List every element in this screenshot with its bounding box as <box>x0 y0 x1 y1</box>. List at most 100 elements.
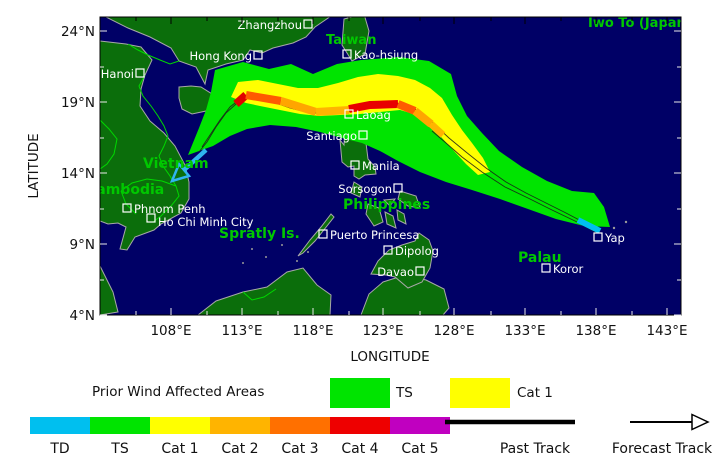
region-label-palau: Palau <box>518 250 562 266</box>
city-label: Zhangzhou <box>238 18 302 32</box>
scale-swatch-cat1 <box>150 417 210 434</box>
land-borneo <box>197 267 332 315</box>
td-segment <box>576 217 602 234</box>
city-markers: Zhangzhou Hong Kong Hanoi Kao-hsiung Lao… <box>101 18 625 279</box>
city-marker <box>344 109 354 119</box>
city-marker <box>383 245 393 255</box>
land-samar <box>397 190 421 209</box>
city-label: Sorsogon <box>338 182 392 196</box>
city-label: Koror <box>553 262 584 276</box>
y-tick-labels: 24°N 19°N 14°N 9°N 4°N <box>61 24 95 324</box>
city-kao-hsiung: Kao-hsiung <box>342 48 418 62</box>
prior-swatch-ts <box>330 378 390 408</box>
city-marker <box>593 232 603 242</box>
city-marker <box>122 203 132 213</box>
country-borders <box>100 43 277 301</box>
land-panay <box>365 203 384 227</box>
city-koror: Koror <box>541 262 584 276</box>
city-sorsogon: Sorsogon <box>338 182 403 196</box>
region-label-philippines: Philippines <box>343 197 430 213</box>
city-marker <box>350 160 360 170</box>
forecast-arrow <box>169 148 208 183</box>
city-label: Phnom Penh <box>134 202 206 216</box>
city-marker <box>303 19 313 29</box>
city-label: Ho Chi Minh City <box>158 215 254 229</box>
scale-swatch-ts <box>90 417 150 434</box>
scale-label-cat5: Cat 5 <box>401 441 438 457</box>
city-santiago: Santiago <box>306 129 368 143</box>
land-sulawesi <box>360 274 450 315</box>
region-label-cambodia: Cambodia <box>86 182 164 198</box>
city-zhangzhou: Zhangzhou <box>238 18 313 32</box>
city-label: Dipolog <box>395 244 439 258</box>
legend-track-symbols: Past Track Forecast Track <box>445 413 713 457</box>
city-hong-kong: Hong Kong <box>189 49 263 63</box>
prior-label-ts: TS <box>395 385 413 401</box>
scale-label-td: TD <box>49 441 69 457</box>
x-tick: 123°E <box>362 323 403 339</box>
city-label: Santiago <box>306 129 357 143</box>
prior-label-cat1: Cat 1 <box>517 385 553 401</box>
city-phnom-penh: Phnom Penh <box>122 202 206 216</box>
land-malay-peninsula <box>100 265 119 315</box>
map-area: Zhangzhou Hong Kong Hanoi Kao-hsiung Lao… <box>86 16 692 315</box>
city-marker <box>415 266 425 276</box>
past-track-segments <box>233 91 602 234</box>
scale-label-cat1: Cat 1 <box>161 441 198 457</box>
x-tick: 128°E <box>433 323 474 339</box>
y-tick: 14°N <box>61 166 95 182</box>
land-mindanao <box>370 232 434 289</box>
x-tick: 118°E <box>292 323 333 339</box>
region-label-iwo-to: Iwo To (Japan) <box>588 16 692 31</box>
city-davao: Davao <box>377 265 425 279</box>
scale-label-cat4: Cat 4 <box>341 441 378 457</box>
scale-swatch-cat4 <box>330 417 390 434</box>
city-marker <box>358 130 368 140</box>
scale-swatch-cat3 <box>270 417 330 434</box>
scale-swatch-cat2 <box>210 417 270 434</box>
prior-areas-title: Prior Wind Affected Areas <box>92 384 264 400</box>
y-tick: 19°N <box>61 95 95 111</box>
x-tick: 113°E <box>221 323 262 339</box>
y-tick: 4°N <box>70 308 95 324</box>
city-marker <box>318 229 328 239</box>
land-mindoro <box>350 181 363 198</box>
y-axis-title: LATITUDE <box>26 133 42 198</box>
scale-label-ts: TS <box>110 441 129 457</box>
x-tick: 108°E <box>150 323 191 339</box>
region-label-spratly: Spratly Is. <box>219 226 300 242</box>
swath-cat1 <box>231 74 490 175</box>
land-palawan <box>297 213 335 257</box>
city-label: Yap <box>604 231 625 245</box>
city-marker <box>146 213 156 223</box>
city-label: Manila <box>362 159 400 173</box>
city-hanoi: Hanoi <box>101 67 145 81</box>
island-specks <box>242 220 628 264</box>
landmasses <box>100 17 450 315</box>
region-label-taiwan: Taiwan <box>326 33 376 48</box>
city-laoag: Laoag <box>344 108 391 122</box>
region-label-vietnam: Vietnam <box>143 156 209 172</box>
land-china <box>104 17 331 86</box>
city-label: Laoag <box>356 108 391 122</box>
past-track-label: Past Track <box>500 441 571 457</box>
city-puerto-princesa: Puerto Princesa <box>318 228 419 242</box>
scale-label-cat2: Cat 2 <box>221 441 258 457</box>
map-frame <box>99 16 682 316</box>
scale-label-cat3: Cat 3 <box>281 441 318 457</box>
city-dipolog: Dipolog <box>383 244 439 258</box>
y-tick: 24°N <box>61 24 95 40</box>
city-marker <box>342 49 352 59</box>
city-marker <box>541 263 551 273</box>
city-marker <box>253 50 263 60</box>
land-masbate <box>382 198 397 207</box>
land-leyte <box>396 209 407 225</box>
legend-prior-areas: Prior Wind Affected Areas TS Cat 1 <box>92 378 553 408</box>
x-tick: 133°E <box>504 323 545 339</box>
land-cebu <box>384 211 397 229</box>
city-label: Davao <box>377 265 414 279</box>
forecast-track-arrowhead-icon <box>691 413 710 431</box>
forecast-track-label: Forecast Track <box>612 441 713 457</box>
